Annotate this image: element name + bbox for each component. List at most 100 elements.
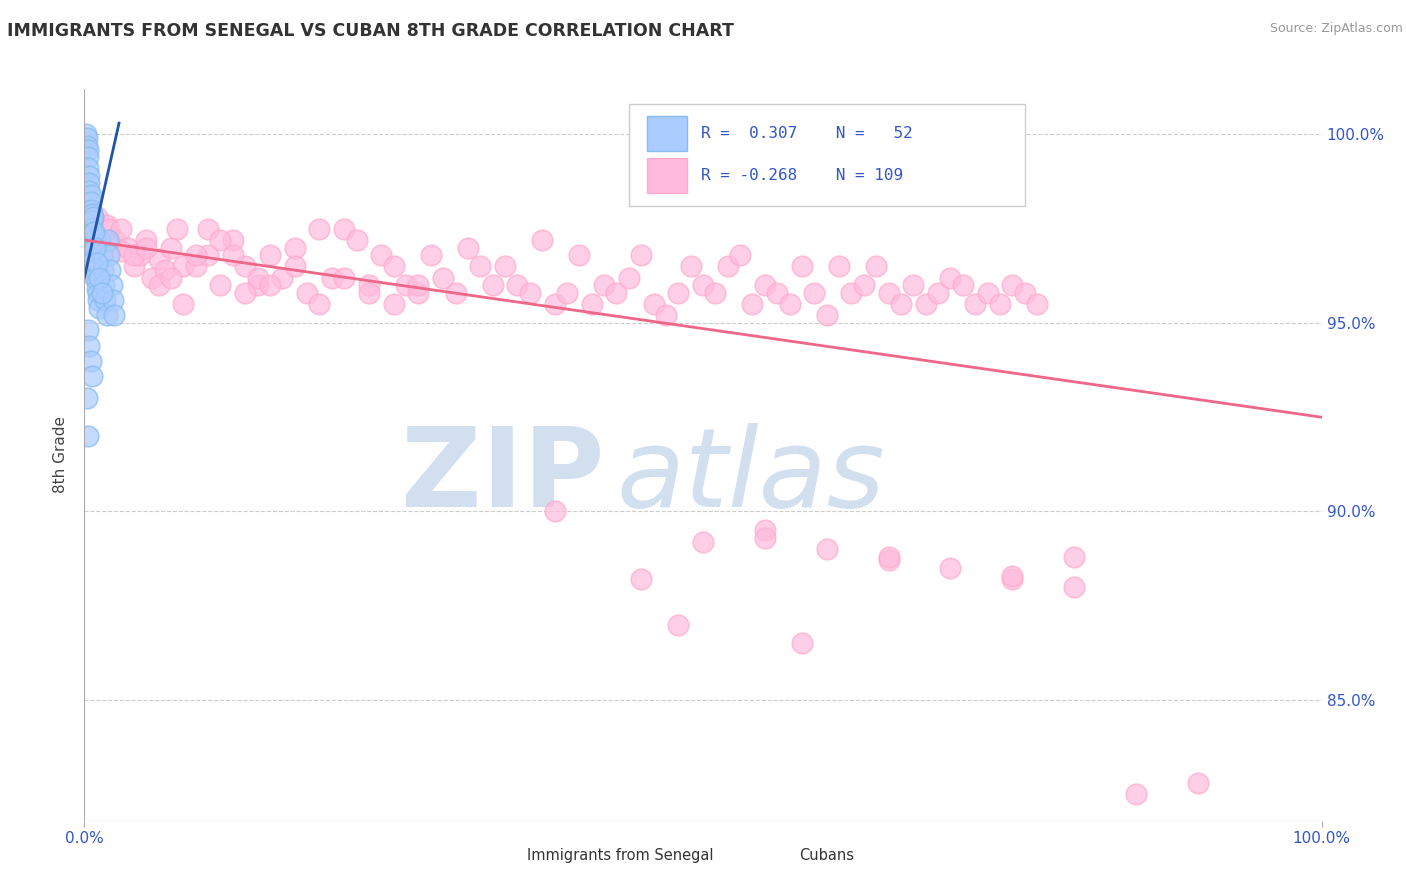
Point [395,278,418,293]
Bar [647,116,688,152]
Point [184,248,207,262]
Point [197,221,219,235]
Point [828,260,851,274]
Point [308,297,330,311]
Point [101,293,124,308]
Point [877,553,900,567]
Point [790,260,813,274]
Point [89,301,111,315]
Point [692,278,714,293]
Point [717,260,740,274]
Point [506,278,529,293]
Point [77,150,100,164]
Y-axis label: 8th Grade: 8th Grade [53,417,69,493]
Point [98,221,121,235]
Point [209,233,232,247]
Point [382,297,405,311]
FancyBboxPatch shape [628,103,1025,206]
Point [581,297,603,311]
Point [83,260,105,274]
Text: Immigrants from Senegal: Immigrants from Senegal [527,848,714,863]
Point [80,368,103,383]
Point [153,263,176,277]
Point [1001,572,1024,586]
Point [988,297,1011,311]
Point [77,429,100,443]
Text: atlas: atlas [616,424,884,531]
Point [86,275,108,289]
Point [803,285,825,300]
Point [110,244,132,259]
Point [100,278,122,293]
Point [75,128,97,142]
Point [87,293,110,308]
Point [87,285,110,300]
Point [82,233,104,247]
Point [865,260,887,274]
Point [655,309,678,323]
Point [382,260,405,274]
Point [643,297,665,311]
Point [1001,568,1024,582]
Point [233,260,256,274]
Point [148,252,170,266]
Point [89,233,111,247]
Point [666,617,689,632]
Point [543,297,565,311]
Point [841,285,863,300]
Point [890,297,912,311]
Point [939,270,962,285]
Text: Source: ZipAtlas.com: Source: ZipAtlas.com [1270,22,1403,36]
Point [370,248,392,262]
Point [419,248,441,262]
Bar [765,843,792,868]
Point [284,241,307,255]
Point [333,270,356,285]
Point [790,636,813,650]
Point [815,309,838,323]
Point [555,285,578,300]
Point [160,270,183,285]
Point [233,285,256,300]
Point [605,285,627,300]
Point [246,270,269,285]
Point [1063,580,1085,594]
Point [295,285,318,300]
Point [519,285,541,300]
Point [284,260,307,274]
Point [83,241,105,255]
Point [97,233,120,247]
Point [76,131,98,145]
Point [172,260,194,274]
Point [704,285,727,300]
Point [197,248,219,262]
Point [914,297,936,311]
Point [93,278,115,293]
Text: Cubans: Cubans [800,848,855,863]
Text: R =  0.307    N =   52: R = 0.307 N = 52 [700,126,912,141]
Point [117,241,139,255]
Point [82,241,104,255]
Point [84,241,107,255]
Point [90,248,112,262]
Point [903,278,925,293]
Point [408,278,430,293]
Point [666,285,689,300]
Point [89,270,111,285]
Point [1001,278,1024,293]
Point [79,221,101,235]
Point [630,572,652,586]
Point [141,270,163,285]
Point [94,293,117,308]
Point [679,260,702,274]
Point [104,233,127,247]
Point [166,221,188,235]
Point [79,169,101,183]
Point [1125,787,1147,801]
Text: ZIP: ZIP [401,424,605,531]
Point [494,260,516,274]
Point [80,214,103,228]
Point [83,244,105,259]
Point [82,211,104,225]
Point [766,285,789,300]
